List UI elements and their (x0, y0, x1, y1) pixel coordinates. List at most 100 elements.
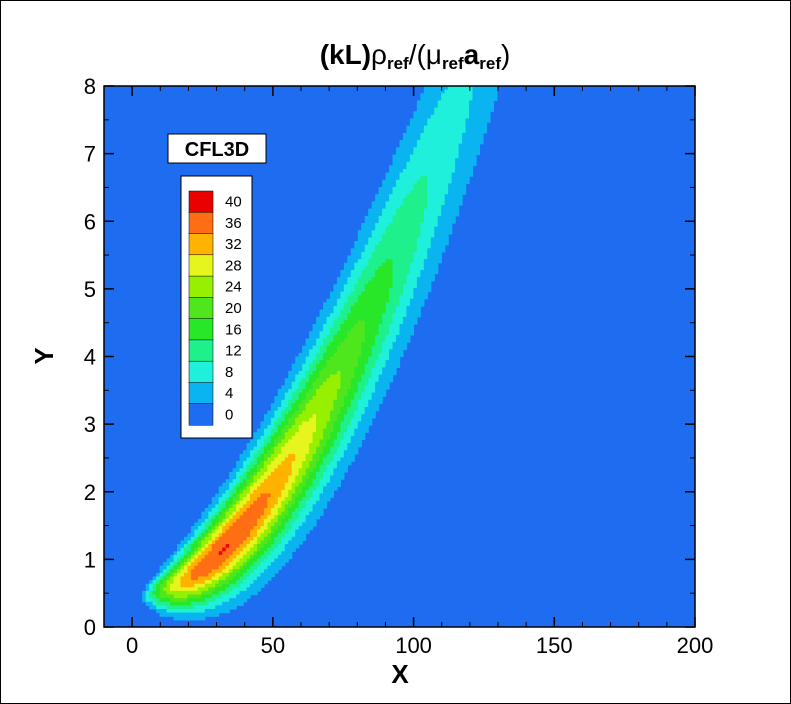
contour-cell (177, 616, 182, 621)
contour-cell (406, 306, 411, 311)
contour-cell (458, 150, 463, 156)
contour-cell (274, 493, 279, 498)
contour-cell (375, 277, 380, 282)
contour-cell (423, 114, 428, 120)
contour-cell (149, 590, 154, 596)
contour-cell (430, 273, 435, 278)
contour-cell (222, 493, 227, 498)
contour-cell (343, 349, 348, 354)
contour-cell (361, 381, 366, 386)
contour-cell (305, 356, 310, 361)
contour-cell (277, 515, 282, 520)
contour-cell (406, 338, 411, 343)
contour-cell (197, 565, 202, 570)
contour-cell (302, 414, 307, 419)
contour-cell (274, 540, 279, 545)
contour-cell (462, 86, 467, 91)
contour-cell (274, 457, 279, 462)
contour-cell (229, 493, 234, 498)
contour-cell (354, 345, 359, 350)
contour-cell (281, 464, 286, 469)
contour-cell (177, 580, 182, 585)
contour-cell (357, 287, 362, 293)
contour-cell (333, 291, 338, 296)
contour-cell (479, 100, 484, 105)
contour-cell (215, 587, 220, 592)
contour-cell (253, 461, 258, 466)
contour-cell (482, 107, 488, 112)
contour-cell (420, 244, 425, 249)
contour-cell (246, 511, 251, 516)
contour-cell (194, 612, 199, 617)
contour-cell (382, 349, 387, 354)
contour-cell (444, 215, 449, 221)
contour-cell (458, 100, 463, 105)
contour-cell (448, 132, 453, 138)
contour-cell (173, 558, 178, 563)
contour-cell (277, 562, 282, 567)
contour-cell (382, 262, 387, 267)
contour-cell (260, 576, 265, 581)
contour-cell (260, 461, 265, 466)
contour-cell (389, 342, 394, 347)
contour-cell (173, 580, 178, 585)
contour-cell (236, 590, 241, 596)
contour-cell (260, 489, 265, 495)
contour-cell (396, 161, 401, 166)
contour-cell (465, 150, 470, 156)
contour-cell (371, 370, 376, 376)
contour-cell (319, 338, 324, 343)
contour-cell (222, 598, 227, 603)
contour-cell (451, 219, 456, 224)
contour-cell (465, 114, 470, 120)
contour-cell (309, 443, 314, 448)
contour-cell (361, 327, 366, 332)
contour-cell (312, 446, 317, 451)
contour-cell (462, 100, 467, 105)
contour-cell (427, 161, 432, 166)
contour-cell (256, 536, 262, 542)
contour-cell (243, 572, 248, 578)
contour-cell (396, 154, 401, 159)
contour-cell (354, 313, 359, 318)
contour-cell (236, 464, 241, 469)
contour-cell (444, 161, 449, 166)
contour-cell (281, 558, 286, 563)
contour-cell (236, 583, 241, 588)
contour-cell (430, 251, 435, 257)
contour-cell (465, 158, 470, 163)
contour-cell (194, 536, 199, 542)
contour-cell (187, 533, 192, 538)
contour-cell (382, 183, 387, 188)
contour-cell (475, 143, 481, 148)
contour-cell (347, 309, 352, 314)
contour-cell (170, 565, 175, 570)
contour-cell (340, 320, 345, 325)
contour-cell (347, 392, 352, 397)
contour-cell (267, 547, 272, 552)
contour-cell (284, 443, 289, 448)
contour-cell (222, 522, 227, 527)
contour-cell (281, 446, 286, 451)
contour-cell (427, 186, 432, 192)
contour-cell (277, 453, 282, 459)
contour-cell (437, 205, 442, 210)
contour-cell (253, 583, 258, 588)
contour-cell (229, 500, 234, 505)
contour-cell (434, 129, 439, 134)
contour-cell (263, 515, 268, 520)
contour-cell (323, 497, 328, 502)
contour-cell (312, 453, 317, 459)
contour-cell (451, 161, 456, 166)
contour-cell (382, 205, 387, 210)
contour-cell (336, 453, 341, 459)
contour-cell (270, 457, 275, 462)
contour-cell (399, 291, 404, 296)
contour-cell (350, 251, 355, 257)
contour-cell (260, 482, 265, 487)
contour-cell (399, 190, 404, 195)
contour-cell (177, 547, 182, 552)
contour-cell (475, 129, 481, 134)
contour-cell (357, 248, 362, 253)
contour-cell (222, 500, 227, 505)
